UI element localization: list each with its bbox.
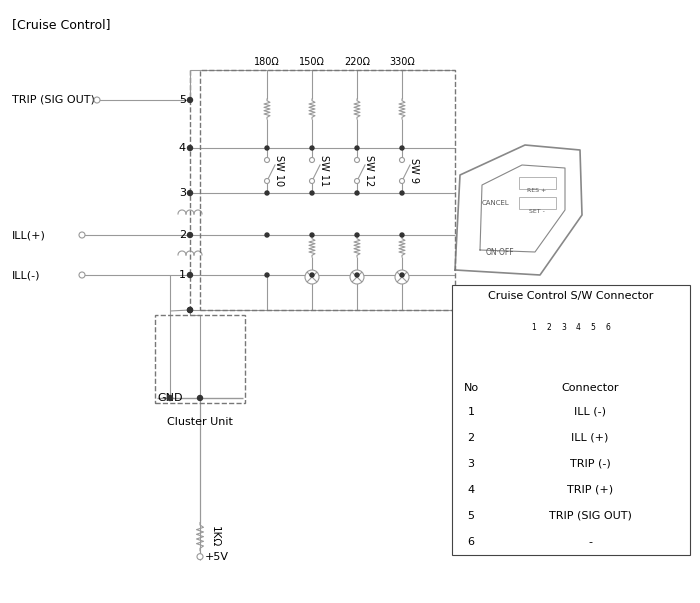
Circle shape <box>197 396 202 400</box>
Text: No: No <box>463 383 479 393</box>
Circle shape <box>309 178 314 183</box>
Text: TRIP (SIG OUT): TRIP (SIG OUT) <box>12 95 95 105</box>
Circle shape <box>188 98 193 103</box>
Text: 1: 1 <box>179 270 186 280</box>
Circle shape <box>188 145 193 151</box>
Circle shape <box>355 146 359 150</box>
Circle shape <box>265 146 269 150</box>
Circle shape <box>265 178 270 183</box>
Bar <box>452 285 690 555</box>
Circle shape <box>310 233 314 237</box>
Circle shape <box>310 273 314 277</box>
Text: Cruise Control S/W Connector: Cruise Control S/W Connector <box>489 291 654 301</box>
Text: RES +: RES + <box>527 188 547 193</box>
Text: 5: 5 <box>179 95 186 105</box>
Bar <box>531 337 611 347</box>
Text: [Cruise Control]: [Cruise Control] <box>12 18 111 31</box>
Circle shape <box>310 191 314 195</box>
Text: Cluster Unit: Cluster Unit <box>167 417 233 427</box>
Text: 5: 5 <box>468 511 475 521</box>
Circle shape <box>400 178 405 183</box>
Circle shape <box>355 233 359 237</box>
Text: CANCEL: CANCEL <box>481 200 509 206</box>
Text: SW 9: SW 9 <box>409 158 419 183</box>
Circle shape <box>310 146 314 150</box>
Text: 1KΩ: 1KΩ <box>210 526 220 548</box>
Text: 220Ω: 220Ω <box>344 57 370 67</box>
Text: 3: 3 <box>561 323 566 332</box>
Circle shape <box>188 308 193 312</box>
Circle shape <box>354 157 360 162</box>
Text: ILL(+): ILL(+) <box>12 230 46 240</box>
Text: 1: 1 <box>531 323 536 332</box>
Text: 4: 4 <box>468 485 475 495</box>
Text: 4: 4 <box>179 143 186 153</box>
Text: 1: 1 <box>468 407 475 417</box>
Text: 3: 3 <box>468 459 475 469</box>
Circle shape <box>167 396 172 400</box>
Circle shape <box>400 273 404 277</box>
Text: 330Ω: 330Ω <box>389 57 415 67</box>
Circle shape <box>355 191 359 195</box>
Circle shape <box>188 308 193 312</box>
Text: 3: 3 <box>179 188 186 198</box>
Text: TRIP (+): TRIP (+) <box>567 485 613 495</box>
Text: 180Ω: 180Ω <box>254 57 280 67</box>
Text: ILL (-): ILL (-) <box>574 407 606 417</box>
Text: SW 11: SW 11 <box>319 155 329 186</box>
Circle shape <box>188 233 193 238</box>
Circle shape <box>395 270 409 284</box>
Text: TRIP (SIG OUT): TRIP (SIG OUT) <box>549 511 631 521</box>
Circle shape <box>354 178 360 183</box>
Text: ILL(-): ILL(-) <box>12 270 41 280</box>
Circle shape <box>188 191 193 195</box>
Circle shape <box>355 273 359 277</box>
Circle shape <box>197 554 203 560</box>
Text: 150Ω: 150Ω <box>299 57 325 67</box>
Circle shape <box>79 232 85 238</box>
Circle shape <box>400 146 404 150</box>
Text: ON·OFF: ON·OFF <box>486 248 514 257</box>
Text: 4: 4 <box>576 323 581 332</box>
Text: SW 12: SW 12 <box>364 155 374 186</box>
Circle shape <box>188 273 193 277</box>
Circle shape <box>400 157 405 162</box>
Text: 6: 6 <box>606 323 610 332</box>
Text: 2: 2 <box>547 323 551 332</box>
Text: ILL (+): ILL (+) <box>571 433 609 443</box>
Circle shape <box>400 233 404 237</box>
Circle shape <box>265 233 269 237</box>
Text: TRIP (-): TRIP (-) <box>570 459 610 469</box>
Text: +5V: +5V <box>205 552 229 561</box>
Circle shape <box>94 97 100 103</box>
Text: -: - <box>588 537 592 547</box>
Circle shape <box>265 157 270 162</box>
Text: Connector: Connector <box>561 383 619 393</box>
Circle shape <box>350 270 364 284</box>
Text: 5: 5 <box>591 323 596 332</box>
Text: 6: 6 <box>468 537 475 547</box>
Text: SW 10: SW 10 <box>274 155 284 186</box>
Text: GND: GND <box>157 393 183 403</box>
Circle shape <box>79 272 85 278</box>
Text: 2: 2 <box>179 230 186 240</box>
Bar <box>155 315 245 403</box>
Text: 2: 2 <box>468 433 475 443</box>
Circle shape <box>305 270 319 284</box>
Circle shape <box>265 191 269 195</box>
Text: SET -: SET - <box>529 209 545 214</box>
Circle shape <box>309 157 314 162</box>
Bar <box>200 70 455 310</box>
Circle shape <box>265 273 269 277</box>
Circle shape <box>400 191 404 195</box>
